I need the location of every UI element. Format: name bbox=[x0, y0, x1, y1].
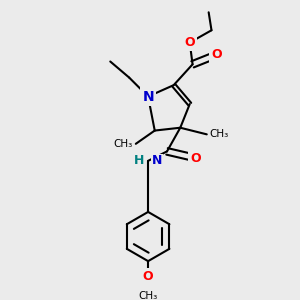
Text: O: O bbox=[190, 152, 201, 164]
Text: H: H bbox=[134, 154, 144, 167]
Text: CH₃: CH₃ bbox=[210, 129, 229, 140]
Text: N: N bbox=[142, 89, 154, 103]
Text: O: O bbox=[143, 270, 153, 283]
Text: CH₃: CH₃ bbox=[114, 139, 133, 149]
Text: O: O bbox=[184, 36, 195, 49]
Text: N: N bbox=[152, 154, 162, 167]
Text: O: O bbox=[211, 48, 221, 62]
Text: CH₃: CH₃ bbox=[139, 291, 158, 300]
